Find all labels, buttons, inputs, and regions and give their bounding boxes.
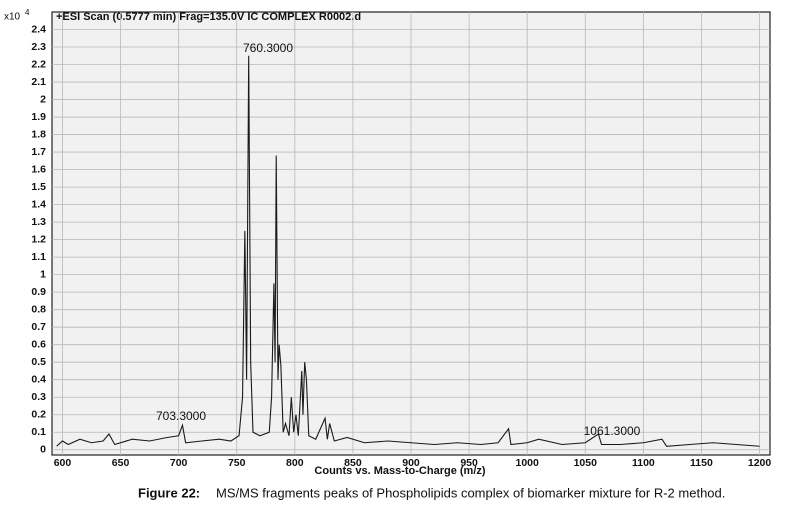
y-tick-label: 0 [40,444,46,456]
y-tick-label: 1.3 [31,216,46,228]
x-tick-label: 900 [402,457,420,469]
y-tick-label: 1.9 [31,111,46,123]
x-tick-label: 1100 [632,457,655,469]
y-multiplier: x10 [4,12,21,23]
y-tick-label: 2.1 [31,76,46,88]
y-tick-label: 1.8 [31,128,46,140]
peak-annotation: 703.3000 [156,409,206,423]
x-tick-label: 800 [286,457,304,469]
y-multiplier-exp: 4 [25,8,30,17]
y-tick-label: 0.5 [31,356,46,368]
y-tick-label: 0.2 [31,409,46,421]
x-tick-label: 700 [170,457,188,469]
x-tick-label: 1200 [748,457,772,469]
y-tick-label: 0.6 [31,338,46,350]
y-tick-label: 2.4 [31,23,46,35]
x-tick-label: 1050 [574,457,598,469]
y-tick-label: 2.2 [31,58,46,70]
y-tick-label: 1 [40,268,46,280]
x-tick-label: 650 [112,457,130,469]
peak-annotation: 1061.3000 [584,424,641,438]
x-tick-label: 850 [344,457,362,469]
y-tick-label: 1.6 [31,163,46,175]
y-tick-label: 1.2 [31,233,46,245]
y-tick-label: 0.7 [31,321,46,333]
y-tick-label: 0.3 [31,391,46,403]
caption-text: MS/MS fragments peaks of Phospholipids c… [216,485,725,500]
y-tick-label: 1.4 [31,198,46,210]
spectrum-line [56,55,760,447]
x-axis-label: Counts vs. Mass-to-Charge (m/z) [314,465,485,477]
y-tick-label: 0.4 [31,373,46,385]
caption-label: Figure 22: [138,485,200,500]
y-tick-label: 0.8 [31,303,46,315]
y-tick-label: 1.1 [31,251,46,263]
chart-title: +ESI Scan (0.5777 min) Frag=135.0V IC CO… [56,11,361,23]
peak-annotation: 760.3000 [243,41,293,55]
x-tick-label: 1000 [516,457,540,469]
x-tick-label: 750 [228,457,246,469]
y-tick-label: 1.5 [31,181,46,193]
y-tick-label: 0.9 [31,286,46,298]
x-tick-label: 600 [54,457,72,469]
x-tick-label: 1150 [690,457,713,469]
y-tick-label: 2 [40,93,46,105]
y-tick-label: 1.7 [31,146,46,158]
x-tick-label: 950 [460,457,478,469]
y-tick-label: 0.1 [31,426,46,438]
y-tick-label: 2.3 [31,41,46,53]
